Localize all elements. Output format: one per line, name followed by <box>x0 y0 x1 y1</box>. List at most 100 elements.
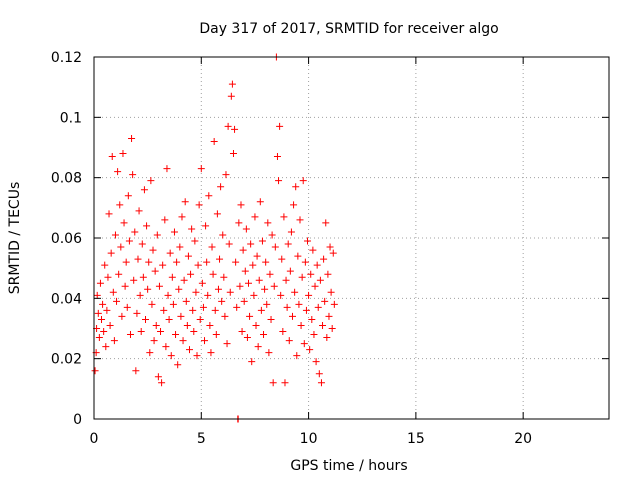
data-point <box>257 306 265 314</box>
y-tick-label: 0.06 <box>51 231 82 247</box>
data-point <box>104 273 112 281</box>
data-point <box>204 291 212 299</box>
data-point <box>160 306 168 314</box>
data-point <box>251 213 259 221</box>
data-point <box>154 373 162 381</box>
data-point <box>315 370 323 378</box>
data-point <box>178 213 186 221</box>
data-point <box>313 261 321 269</box>
data-point <box>222 171 230 179</box>
data-point <box>194 261 202 269</box>
data-point <box>237 201 245 209</box>
y-tick-label: 0.1 <box>60 110 82 126</box>
data-point <box>255 276 263 284</box>
data-point <box>225 240 233 248</box>
data-point <box>148 300 156 308</box>
data-point <box>239 246 247 254</box>
data-point <box>236 282 244 290</box>
data-point <box>201 337 209 345</box>
data-point <box>301 258 309 266</box>
data-point <box>275 177 283 185</box>
data-point <box>96 279 104 287</box>
data-point <box>229 150 237 158</box>
data-point <box>293 352 301 360</box>
x-tick-label: 15 <box>407 431 425 447</box>
data-point <box>247 240 255 248</box>
data-point <box>279 328 287 336</box>
data-point <box>119 150 127 158</box>
data-point <box>136 291 144 299</box>
data-point <box>138 240 146 248</box>
data-point <box>185 346 193 354</box>
data-point <box>219 231 227 239</box>
data-point <box>202 222 210 230</box>
data-point <box>312 358 320 366</box>
data-point <box>124 192 132 200</box>
data-point <box>266 270 274 278</box>
x-tick-label: 20 <box>514 431 532 447</box>
data-point <box>264 219 272 227</box>
data-point <box>187 270 195 278</box>
data-point <box>106 321 114 329</box>
data-point <box>199 303 207 311</box>
data-point <box>308 315 316 323</box>
data-point <box>297 321 305 329</box>
data-point <box>172 331 180 339</box>
data-point <box>258 237 266 245</box>
data-point <box>182 297 190 305</box>
data-point <box>135 207 143 215</box>
data-point <box>319 321 327 329</box>
data-point <box>108 153 116 161</box>
data-point <box>165 315 173 323</box>
data-point <box>145 258 153 266</box>
data-point <box>125 237 133 245</box>
data-point <box>162 343 170 351</box>
data-point <box>317 379 325 387</box>
data-point <box>175 285 183 293</box>
data-point <box>248 358 256 366</box>
data-point <box>144 285 152 293</box>
data-point <box>226 288 234 296</box>
data-point <box>298 273 306 281</box>
data-point <box>152 321 160 329</box>
data-point <box>167 352 175 360</box>
data-point <box>246 312 254 320</box>
data-point <box>286 267 294 275</box>
data-point <box>203 258 211 266</box>
axis-ticks <box>93 56 609 420</box>
data-point <box>189 306 197 314</box>
data-point <box>118 312 126 320</box>
data-point <box>278 255 286 263</box>
data-point <box>254 343 262 351</box>
data-point <box>238 328 246 336</box>
data-point <box>207 349 215 357</box>
data-point <box>321 297 329 305</box>
data-point <box>114 168 122 176</box>
x-tick-labels: 0 5 10 15 20 <box>90 431 533 447</box>
data-point <box>91 367 99 375</box>
data-point <box>223 340 231 348</box>
y-tick-labels: 0 0.02 0.04 0.06 0.08 0.1 0.12 <box>51 50 82 428</box>
data-point <box>122 258 130 266</box>
data-point <box>280 213 288 221</box>
data-point <box>103 306 111 314</box>
data-point <box>320 255 328 263</box>
data-point <box>283 303 291 311</box>
data-point <box>243 334 251 342</box>
data-point <box>242 225 250 233</box>
data-point <box>115 270 123 278</box>
data-point <box>151 267 159 275</box>
data-point <box>100 328 108 336</box>
data-point <box>117 243 125 251</box>
data-point <box>323 334 331 342</box>
data-point <box>169 300 177 308</box>
data-point <box>111 231 119 239</box>
data-point <box>295 300 303 308</box>
data-point <box>126 331 134 339</box>
y-tick-label: 0 <box>73 412 82 428</box>
data-point <box>241 267 249 275</box>
y-axis-label: SRMTID / TECUs <box>7 182 23 295</box>
data-point <box>191 237 199 245</box>
data-point <box>180 276 188 284</box>
data-point <box>220 273 228 281</box>
